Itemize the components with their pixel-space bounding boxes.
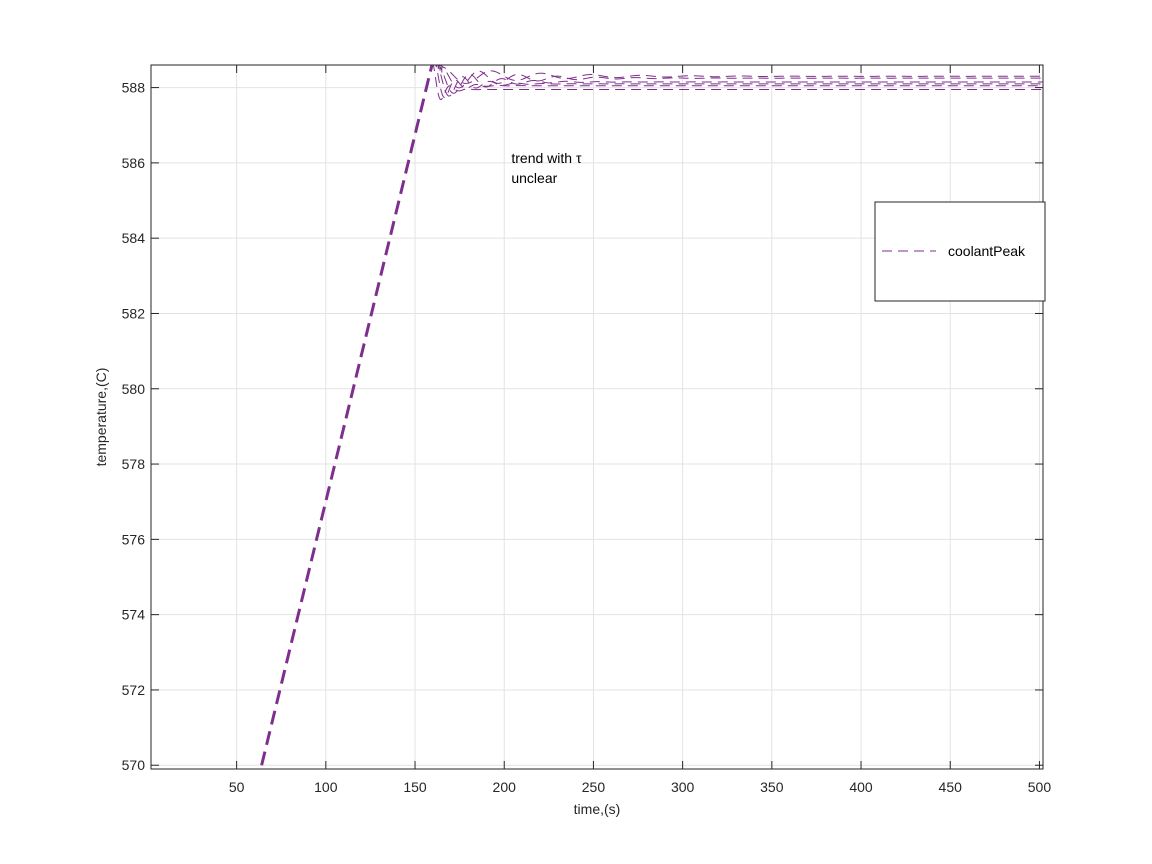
series-line xyxy=(441,66,1043,84)
annotation-line-1: trend with τ xyxy=(511,150,582,166)
y-tick-label: 584 xyxy=(122,230,146,246)
y-tick-label: 574 xyxy=(122,607,146,623)
y-tick-label: 582 xyxy=(122,305,146,321)
y-tick-label: 586 xyxy=(122,155,146,171)
series-line xyxy=(437,65,1043,94)
annotation-line-2: unclear xyxy=(511,170,557,186)
y-tick-label: 570 xyxy=(122,757,146,773)
x-tick-label: 250 xyxy=(582,779,606,795)
grid xyxy=(151,65,1043,769)
series-line xyxy=(439,65,1043,89)
x-tick-label: 350 xyxy=(760,779,784,795)
ramp-line xyxy=(260,65,434,766)
plot-area xyxy=(150,64,1044,770)
ticks: 50 100 150 200 250 300 350 400 450 500 570 572 574 57… xyxy=(122,65,1052,795)
x-tick-label: 450 xyxy=(939,779,963,795)
x-tick-label: 100 xyxy=(314,779,338,795)
annotation: trend with τ unclear xyxy=(511,150,582,186)
x-tick-label: 150 xyxy=(403,779,427,795)
x-axis-label: time,(s) xyxy=(574,801,621,817)
series-line xyxy=(434,65,1043,99)
x-tick-label: 300 xyxy=(671,779,695,795)
y-tick-label: 588 xyxy=(122,80,146,96)
series-layer xyxy=(260,65,1043,766)
legend: coolantPeak xyxy=(874,201,1046,302)
y-tick-label: 576 xyxy=(122,531,146,547)
x-tick-label: 200 xyxy=(493,779,517,795)
y-axis-label: temperature,(C) xyxy=(93,368,109,467)
y-tick-label: 580 xyxy=(122,381,146,397)
x-tick-label: 400 xyxy=(849,779,873,795)
y-tick-label: 572 xyxy=(122,682,146,698)
x-tick-label: 500 xyxy=(1028,779,1052,795)
x-tick-label: 50 xyxy=(229,779,245,795)
series-line xyxy=(432,65,1043,101)
y-tick-label: 578 xyxy=(122,456,146,472)
series-line xyxy=(435,65,1043,97)
legend-entry-coolantPeak: coolantPeak xyxy=(948,243,1026,259)
